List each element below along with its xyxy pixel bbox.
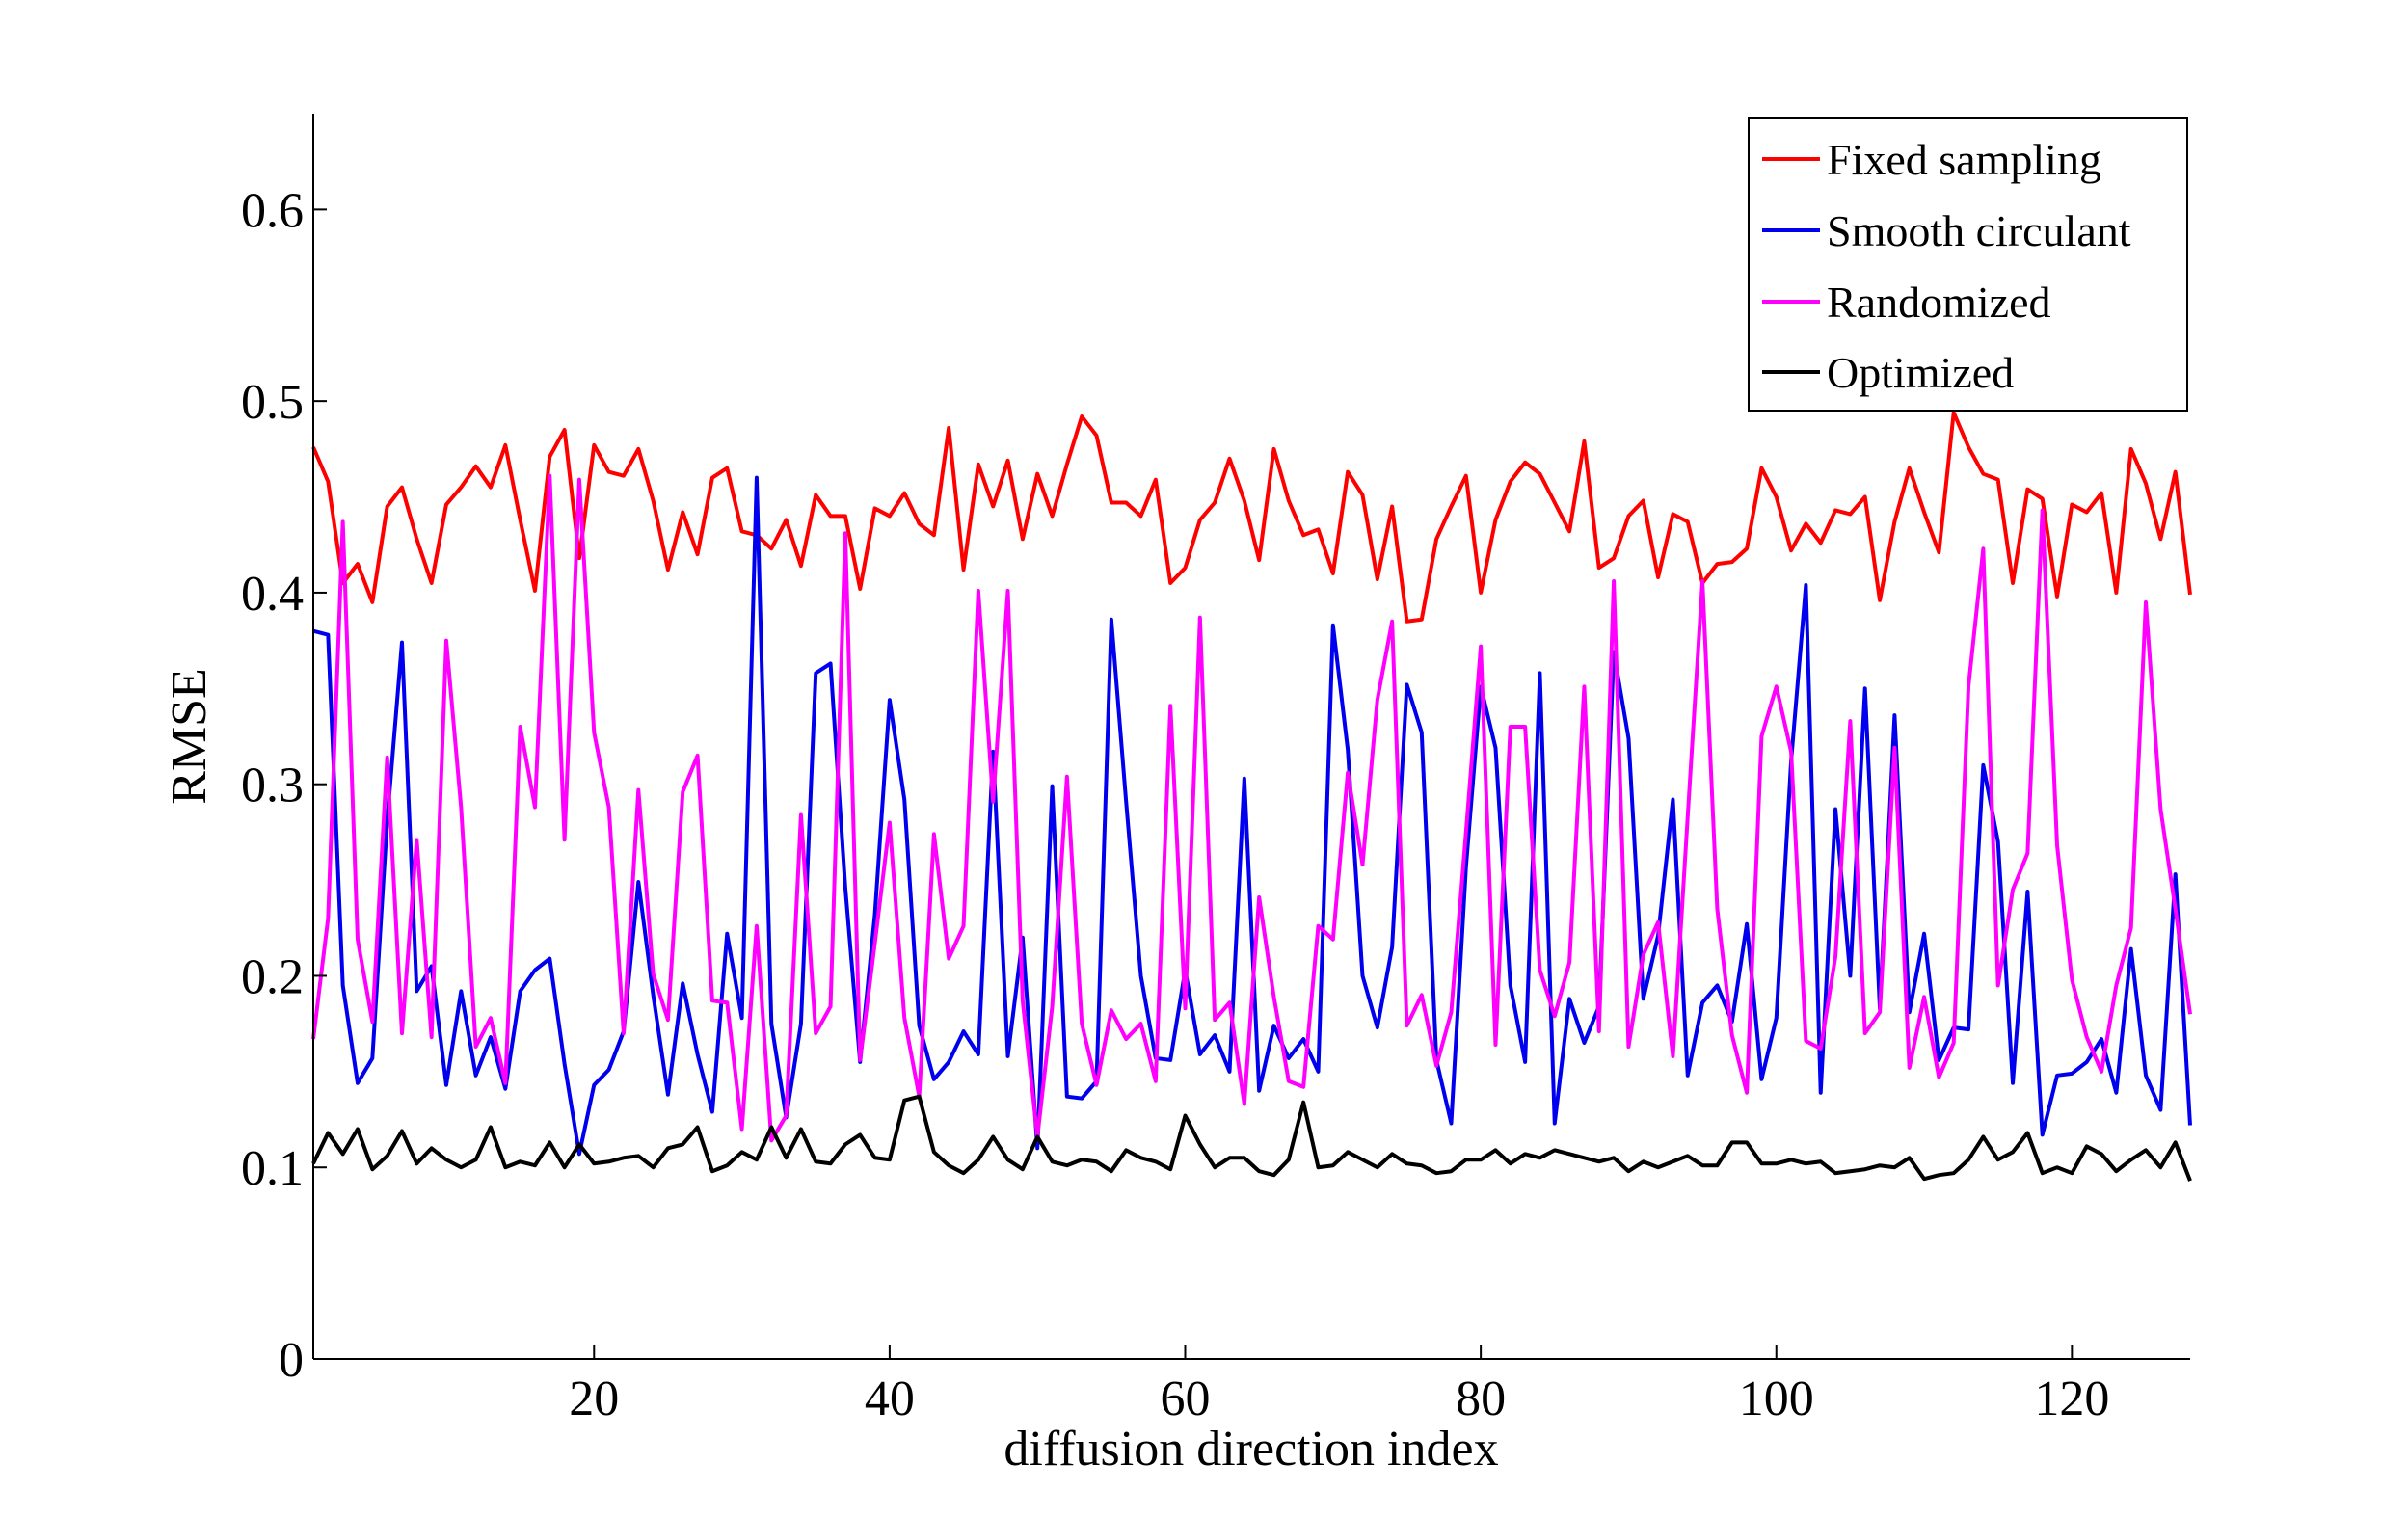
axes-layer [312, 114, 2190, 1360]
x-tick-label: 80 [1456, 1372, 1506, 1426]
y-tick-label: 0.4 [241, 567, 304, 622]
y-tick-label: 0.1 [241, 1141, 304, 1196]
y-tick-label: 0.6 [241, 183, 304, 238]
legend-label-fixed-sampling: Fixed sampling [1827, 135, 2101, 184]
series-line-optimized [311, 1094, 2192, 1182]
legend-box [1748, 117, 2188, 412]
ticks-layer: 0 0.1 0.2 0.3 0.4 0.5 0.6 20 40 60 80 100 120 [241, 183, 2109, 1426]
x-tick-label: 100 [1739, 1372, 1814, 1426]
y-tick-label: 0.2 [241, 949, 304, 1004]
y-tick-label: 0 [279, 1333, 304, 1388]
legend-label-smooth-circulant: Smooth circulant [1827, 206, 2131, 255]
y-tick-label: 0.5 [241, 375, 304, 430]
x-tick-label: 40 [865, 1372, 915, 1426]
legend-label-optimized: Optimized [1827, 348, 2014, 397]
x-tick-label: 20 [569, 1372, 619, 1426]
legend: Fixed sampling Smooth circulant Randomiz… [1748, 117, 2188, 412]
series-line-fixed-sampling [311, 411, 2192, 624]
y-axis-title: RMSE [162, 668, 217, 805]
x-tick-label: 60 [1161, 1372, 1211, 1426]
series-layer [311, 411, 2192, 1182]
x-tick-label: 120 [2034, 1372, 2109, 1426]
series-line-randomized [311, 473, 2192, 1143]
legend-label-randomized: Randomized [1827, 278, 2051, 327]
x-axis-title: diffusion direction index [1003, 1422, 1498, 1477]
y-tick-label: 0.3 [241, 759, 304, 813]
